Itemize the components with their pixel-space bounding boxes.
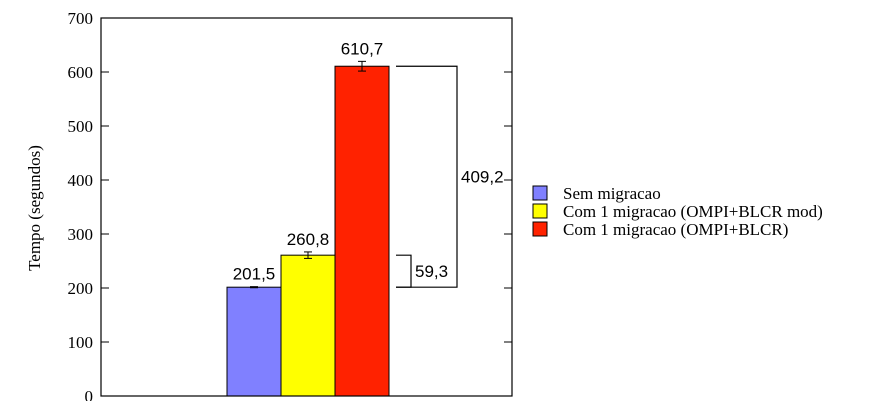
bar xyxy=(334,65,390,397)
y-tick-label: 400 xyxy=(68,171,94,190)
y-axis-label: Tempo (segundos) xyxy=(25,145,44,271)
legend-swatch xyxy=(532,203,548,219)
difference-label: 409,2 xyxy=(461,168,504,187)
bar-value-label: 260,8 xyxy=(287,230,330,249)
bars: 201,5 260,8 610,7 xyxy=(226,39,390,397)
difference-annotations: 59,3 409,2 xyxy=(396,65,504,288)
y-axis-ticks: 0 100 200 300 400 500 600 700 xyxy=(68,9,512,401)
legend-swatch xyxy=(532,185,548,201)
bar xyxy=(280,254,336,397)
plot-frame xyxy=(100,17,513,397)
y-tick-label: 300 xyxy=(68,225,94,244)
bar-value-label: 201,5 xyxy=(233,265,276,284)
bar-value-label: 610,7 xyxy=(341,39,384,58)
y-tick-label: 200 xyxy=(68,279,94,298)
legend-label: Sem migracao xyxy=(563,184,661,203)
y-tick-label: 500 xyxy=(68,117,94,136)
y-tick-label: 600 xyxy=(68,63,94,82)
difference-bracket xyxy=(396,65,458,288)
legend-swatch xyxy=(532,221,548,237)
difference-label: 59,3 xyxy=(415,262,448,281)
legend-label: Com 1 migracao (OMPI+BLCR mod) xyxy=(563,202,823,221)
y-tick-label: 100 xyxy=(68,333,94,352)
y-tick-label: 700 xyxy=(68,9,94,28)
difference-bracket xyxy=(396,254,412,288)
bar xyxy=(226,286,282,397)
y-tick-label: 0 xyxy=(85,387,94,401)
legend-label: Com 1 migracao (OMPI+BLCR) xyxy=(563,220,788,239)
